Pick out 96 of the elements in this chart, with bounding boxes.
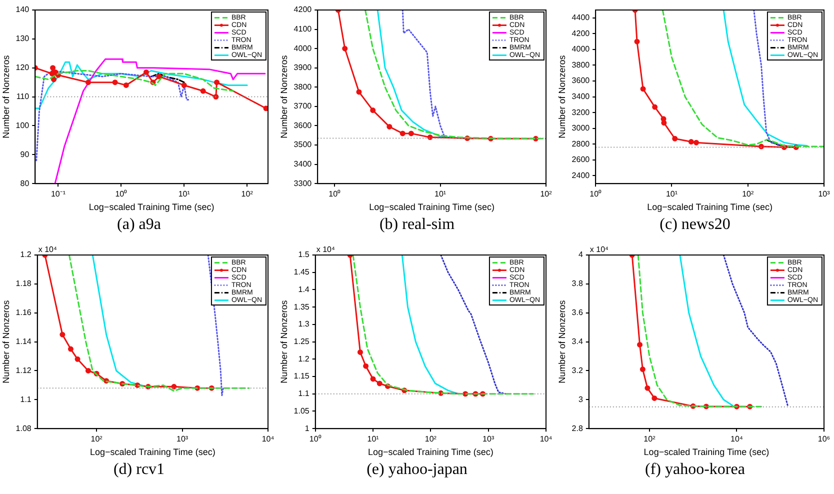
y-tick-label: 2400	[572, 170, 590, 180]
y-tick-label: 1.4	[298, 284, 310, 294]
text: x 10⁴	[590, 245, 610, 254]
y-tick-label: 1.18	[16, 279, 32, 288]
y-axis-title: Number of Nonzeros	[0, 54, 11, 138]
y-tick-label: 1.5	[298, 250, 310, 260]
x-tick-label: 10²	[742, 190, 754, 199]
y-tick-label: 1.35	[294, 302, 310, 312]
x-tick-label: 10⁰	[590, 190, 602, 199]
y-tick-label: 3.4	[572, 337, 584, 346]
y-axis-title: Number of Nonzeros	[0, 300, 11, 384]
text: (d) rcv1	[113, 460, 165, 480]
text: (b) real-sim	[379, 215, 455, 235]
y-tick-label: 1.15	[294, 372, 310, 381]
text: (e) yahoo-japan	[366, 460, 468, 480]
y-tick-label: 3600	[294, 120, 312, 130]
y-tick-label: 2.8	[572, 424, 584, 433]
y-tick-label: 130	[16, 34, 30, 44]
y-axis-title: Number of Nonzeros	[278, 300, 289, 384]
x-tick-label: 10⁻¹	[50, 190, 66, 199]
y-tick-label: 100	[16, 120, 30, 130]
text: (f) yahoo-korea	[645, 460, 745, 480]
y-tick-label: 4200	[572, 28, 590, 38]
x-tick-label: 10¹	[367, 434, 380, 444]
y-tick-label: 3400	[294, 160, 312, 169]
text: (a) a9a	[117, 215, 161, 235]
y-tick-label: 3400	[572, 92, 590, 102]
y-tick-label: 1.1	[298, 389, 310, 398]
y-tick-label: 4100	[294, 24, 312, 34]
x-tick-label: 10⁰	[309, 434, 322, 444]
y-tick-label: 3.2	[572, 366, 584, 375]
y-tick-label: 3.8	[572, 279, 584, 288]
y-tick-label: 4000	[294, 44, 312, 53]
y-axis-title: Number of Nonzeros	[278, 54, 289, 138]
x-tick-label: 10³	[482, 434, 494, 444]
x-tick-label: 10³	[818, 190, 830, 199]
y-tick-label: 1.25	[294, 337, 310, 346]
x-tick-label: 10²	[424, 434, 437, 444]
y-tick-label: 3.6	[572, 308, 584, 318]
y-tick-label: 3800	[572, 60, 590, 70]
x-tick-label: 10¹	[666, 190, 678, 199]
y-tick-label: 1.1	[20, 394, 32, 404]
y-tick-label: 3300	[294, 178, 312, 188]
y-tick-label: 3000	[572, 124, 590, 133]
y-axis-title: Number of Nonzeros	[556, 54, 567, 138]
y-tick-label: 90	[20, 150, 30, 159]
y-tick-label: 2600	[572, 155, 590, 164]
x-tick-label: 10²	[90, 434, 103, 444]
y-tick-label: 1	[304, 424, 310, 433]
text: (c) news20	[660, 215, 730, 235]
x-tick-label: 10⁴	[540, 434, 553, 444]
y-tick-label: 3900	[294, 63, 312, 72]
y-tick-label: 3600	[572, 76, 590, 86]
x-axis-title: Log−scaled Training Time (sec)	[647, 202, 772, 212]
x-tick-label: 10²	[241, 190, 254, 199]
y-tick-label: 120	[16, 63, 30, 72]
y-tick-label: 4200	[294, 5, 312, 14]
y-tick-label: 2800	[572, 139, 590, 148]
x-axis-title: Log−scaled Training Time (sec)	[369, 202, 494, 212]
x-axis-title: Log−scaled Training Time (sec)	[368, 447, 494, 458]
y-tick-label: 4400	[572, 13, 590, 22]
y-tick-label: 1.05	[294, 406, 310, 416]
x-tick-label: 10⁴	[262, 434, 275, 444]
x-tick-label: 10⁰	[115, 190, 128, 199]
x-tick-label: 10²	[540, 190, 552, 199]
y-tick-label: 80	[20, 178, 30, 188]
y-tick-label: 1.2	[298, 354, 310, 364]
x-axis-title: Log−scaled Training Time (sec)	[88, 202, 214, 212]
x-tick-label: 10⁶	[818, 434, 830, 444]
y-tick-label: 4000	[572, 44, 590, 54]
y-tick-label: 3200	[572, 108, 590, 117]
y-tick-label: 1.16	[16, 308, 32, 318]
y-tick-label: 110	[16, 92, 30, 102]
x-axis-title: Log−scaled Training Time (sec)	[90, 447, 216, 458]
x-tick-label: 10¹	[434, 190, 446, 199]
y-tick-label: 3	[578, 394, 584, 404]
text: x 10⁴	[316, 245, 336, 254]
y-tick-label: 140	[16, 5, 30, 14]
y-tick-label: 1.45	[294, 268, 310, 277]
x-tick-label: 10¹	[178, 190, 190, 199]
x-tick-label: 10³	[176, 434, 188, 444]
y-tick-label: 1.2	[20, 250, 32, 260]
y-tick-label: 1.12	[16, 366, 32, 375]
x-tick-label: 10⁰	[328, 190, 341, 199]
y-tick-label: 3500	[294, 140, 312, 150]
x-tick-label: 10⁴	[730, 434, 744, 444]
x-tick-label: 10²	[644, 434, 656, 444]
y-tick-label: 1.14	[16, 337, 32, 346]
y-tick-label: 4	[578, 250, 584, 260]
y-tick-label: 1.3	[298, 320, 310, 329]
text: x 10⁴	[38, 245, 58, 254]
y-tick-label: 1.08	[16, 424, 32, 433]
y-axis-title: Number of Nonzeros	[556, 300, 567, 384]
x-axis-title: Log−scaled Training Time (sec)	[644, 447, 770, 458]
y-tick-label: 3800	[294, 82, 312, 92]
y-tick-label: 3700	[294, 102, 312, 111]
